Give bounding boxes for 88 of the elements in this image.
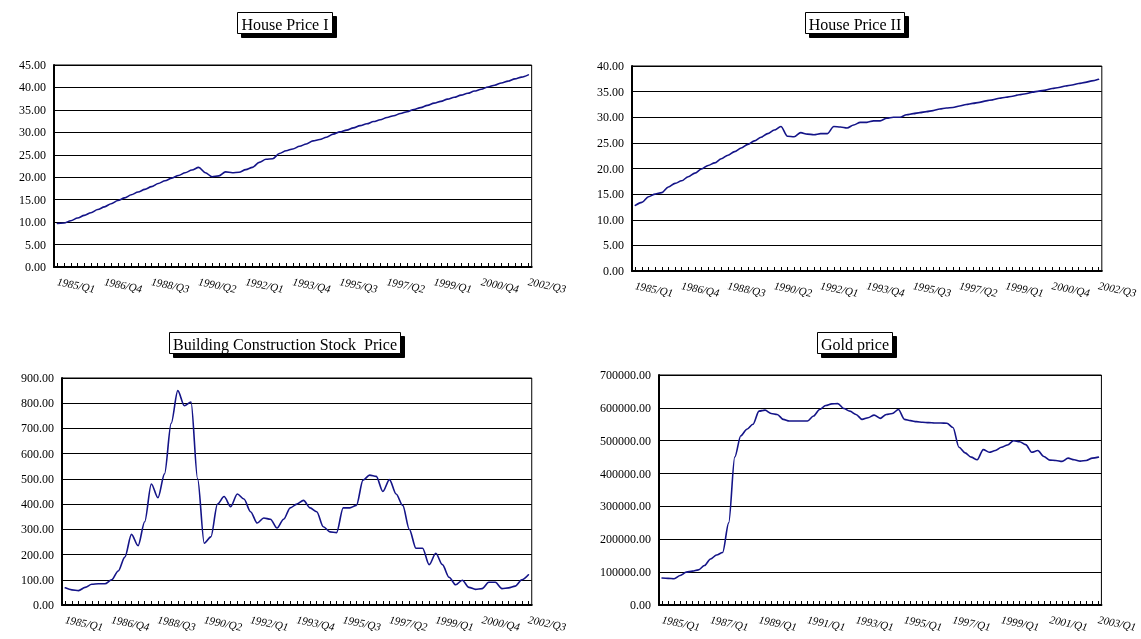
y-tick-label: 500000.00 <box>600 433 651 448</box>
x-tick-label: 2000/Q4 <box>1050 279 1092 299</box>
x-tick-label: 2002/Q3 <box>527 275 568 295</box>
y-tick-label: 400000.00 <box>600 466 651 481</box>
x-tick-label: 1993/Q1 <box>854 613 895 633</box>
y-tick-label: 5.00 <box>603 238 624 253</box>
x-tick-label: 1995/Q3 <box>341 613 383 633</box>
x-tick-label: 1990/Q2 <box>773 279 814 299</box>
x-tick-label: 2003/Q1 <box>1097 613 1138 633</box>
x-tick-label: 1990/Q2 <box>203 613 244 633</box>
x-tick-label: 1999/Q1 <box>434 613 475 633</box>
y-tick-label: 35.00 <box>597 84 624 99</box>
y-tick-label: 10.00 <box>19 215 46 230</box>
x-tick-label: 1985/Q1 <box>56 275 97 295</box>
y-tick-label: 300000.00 <box>600 499 651 514</box>
x-tick-label: 1993/Q4 <box>295 613 337 633</box>
y-tick-label: 200000.00 <box>600 532 651 547</box>
x-tick-label: 1987/Q1 <box>709 613 750 633</box>
y-tick-label: 0.00 <box>630 598 651 612</box>
line-series <box>661 402 1100 580</box>
y-tick-label: 15.00 <box>597 187 624 202</box>
x-tick-label: 2000/Q4 <box>479 275 521 295</box>
y-tick-label: 35.00 <box>19 102 46 117</box>
x-tick-label: 1997/Q1 <box>951 613 992 633</box>
x-tick-label: 1988/Q3 <box>150 275 191 295</box>
x-tick-label: 1999/Q1 <box>1004 279 1045 299</box>
x-tick-label: 1997/Q2 <box>385 275 427 295</box>
x-tick-label: 1985/Q1 <box>634 279 675 299</box>
x-tick-label: 1991/Q1 <box>806 613 847 633</box>
y-tick-label: 600.00 <box>21 446 54 461</box>
x-tick-label: 1992/Q1 <box>819 279 860 299</box>
line-series <box>634 78 1100 207</box>
y-tick-label: 100.00 <box>21 572 54 587</box>
chart-title: House Price II <box>808 15 902 33</box>
chart-title: Gold price <box>821 335 889 354</box>
x-tick-label: 2001/Q1 <box>1048 613 1089 633</box>
y-tick-label: 700.00 <box>21 421 54 436</box>
y-tick-label: 10.00 <box>597 212 624 227</box>
x-tick-label: 1993/Q4 <box>865 279 907 299</box>
x-tick-label: 1989/Q1 <box>757 613 798 633</box>
x-tick-label: 1995/Q1 <box>903 613 944 633</box>
y-tick-label: 20.00 <box>597 161 624 176</box>
y-tick-label: 0.00 <box>25 260 46 274</box>
line-series <box>56 74 530 225</box>
y-tick-label: 400.00 <box>21 497 54 512</box>
y-tick-label: 30.00 <box>597 110 624 125</box>
y-tick-label: 45.00 <box>19 58 46 72</box>
x-tick-label: 2002/Q3 <box>1097 279 1138 299</box>
x-tick-label: 1997/Q2 <box>388 613 429 633</box>
x-tick-label: 1988/Q3 <box>726 279 768 299</box>
y-tick-label: 0.00 <box>33 598 54 612</box>
x-tick-label: 1999/Q1 <box>1000 613 1041 633</box>
chart-title: House Price I <box>241 15 329 33</box>
x-tick-label: 1999/Q1 <box>432 275 473 295</box>
y-tick-label: 200.00 <box>21 547 54 562</box>
x-tick-label: 1986/Q4 <box>103 275 144 295</box>
y-tick-label: 900.00 <box>21 371 54 385</box>
y-tick-label: 500.00 <box>21 471 54 486</box>
y-tick-label: 40.00 <box>19 80 46 95</box>
x-tick-label: 1985/Q1 <box>64 613 105 633</box>
x-tick-label: 2000/Q4 <box>480 613 522 633</box>
x-tick-label: 1988/Q3 <box>156 613 198 633</box>
x-tick-label: 1986/Q4 <box>110 613 151 633</box>
y-tick-label: 600000.00 <box>600 400 651 415</box>
y-tick-label: 15.00 <box>19 192 46 207</box>
x-tick-label: 1997/Q2 <box>958 279 999 299</box>
x-tick-label: 1985/Q1 <box>660 613 701 633</box>
x-tick-label: 1990/Q2 <box>197 275 238 295</box>
y-tick-label: 0.00 <box>603 264 624 278</box>
y-tick-label: 40.00 <box>597 59 624 73</box>
y-tick-label: 5.00 <box>25 237 46 252</box>
y-tick-label: 800.00 <box>21 396 54 411</box>
x-tick-label: 1995/Q3 <box>338 275 380 295</box>
y-tick-label: 300.00 <box>21 522 54 537</box>
y-tick-label: 20.00 <box>19 170 46 185</box>
y-tick-label: 100000.00 <box>600 565 651 580</box>
x-tick-label: 1992/Q1 <box>249 613 290 633</box>
x-tick-label: 1993/Q4 <box>291 275 333 295</box>
y-tick-label: 700000.00 <box>600 368 651 382</box>
x-tick-label: 1986/Q4 <box>680 279 721 299</box>
x-tick-label: 1992/Q1 <box>244 275 285 295</box>
x-tick-label: 2002/Q3 <box>527 613 568 633</box>
y-tick-label: 25.00 <box>597 135 624 150</box>
line-series <box>64 389 530 592</box>
x-tick-label: 1995/Q3 <box>911 279 953 299</box>
y-tick-label: 25.00 <box>19 147 46 162</box>
y-tick-label: 30.00 <box>19 125 46 140</box>
chart-title: Building Construction Stock Price <box>173 335 397 354</box>
